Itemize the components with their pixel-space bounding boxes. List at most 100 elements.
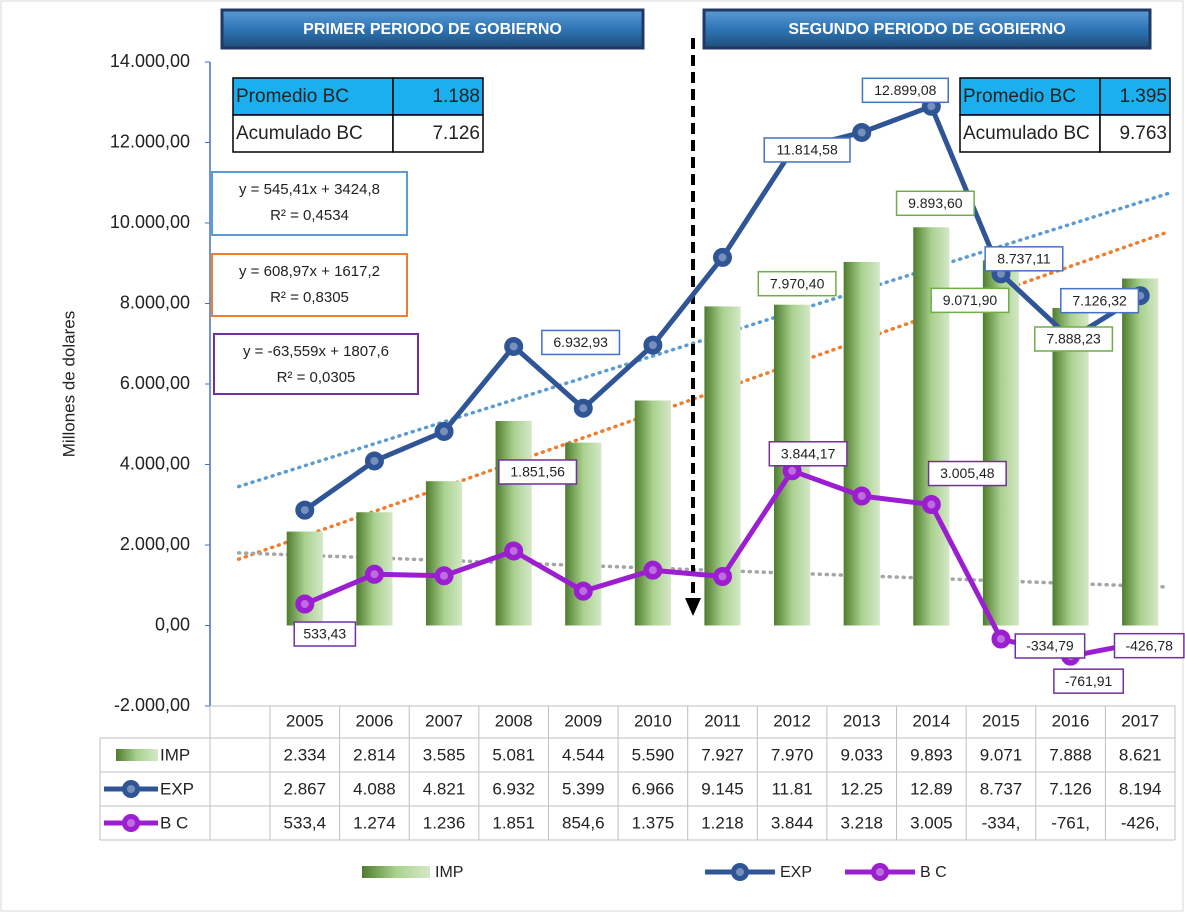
marker-core [509, 342, 518, 351]
marker [295, 594, 315, 614]
table-cell: 12.25 [840, 779, 883, 798]
marker [364, 564, 384, 584]
x-tick-label: 2008 [495, 711, 533, 730]
marker-core [648, 341, 657, 350]
data-label-box [768, 441, 848, 467]
data-label-box [1014, 633, 1086, 659]
marker-core [927, 500, 936, 509]
legend-icon [731, 863, 749, 881]
summary-cell [1099, 77, 1171, 116]
legend-label: IMP [435, 864, 463, 881]
x-tick-label: 2009 [564, 711, 602, 730]
y-tick-label: -2.000,00 [114, 695, 190, 715]
legend-icon [127, 785, 135, 793]
table-cell: 2.814 [353, 745, 396, 764]
summary-cell [392, 77, 484, 116]
bar [425, 481, 463, 626]
period-title: PRIMER PERIODO DE GOBIERNO [303, 21, 562, 38]
marker-core [857, 491, 866, 500]
summary-label: Promedio BC [963, 86, 1076, 107]
data-label-box [984, 246, 1064, 272]
x-tick-label: 2016 [1052, 711, 1090, 730]
data-label-box [757, 270, 837, 297]
table-cell: 1.236 [423, 813, 466, 832]
data-label: 3.005,48 [940, 465, 995, 481]
marker-core [996, 634, 1005, 643]
trendline [236, 191, 1170, 489]
legend-icon [876, 868, 884, 876]
data-label-box [541, 329, 621, 356]
data-label-box [895, 190, 975, 217]
summary-value: 1.188 [432, 86, 480, 107]
marker-core [300, 600, 309, 609]
bar [495, 420, 532, 626]
summary-label: Acumulado BC [963, 123, 1090, 144]
marker [852, 486, 872, 506]
marker [364, 451, 384, 471]
table-cell: 4.821 [423, 779, 466, 798]
marker [504, 336, 524, 356]
r-squared: R² = 0,4534 [270, 207, 349, 224]
table-series-name: IMP [160, 745, 190, 764]
equation: y = 608,97x + 1617,2 [239, 263, 380, 280]
x-tick-label: 2006 [356, 711, 394, 730]
trendline [236, 551, 1170, 589]
marker [713, 247, 732, 267]
divider-arrow-head [685, 598, 701, 616]
r-squared: R² = 0,8305 [270, 289, 349, 306]
table-cell: 9.145 [701, 779, 744, 798]
legend-icon [127, 819, 135, 827]
marker-core [648, 566, 657, 575]
legend-icon [871, 863, 889, 881]
marker-core [927, 102, 936, 111]
r-squared: R² = 0,0305 [277, 369, 356, 386]
y-tick-label: 14.000,00 [110, 51, 190, 71]
bar [913, 227, 950, 626]
summary-label: Promedio BC [236, 86, 349, 107]
marker [434, 421, 454, 441]
summary-cell [959, 77, 1101, 116]
data-label: -426,78 [1125, 637, 1173, 653]
data-label: 7.970,40 [770, 275, 825, 291]
data-label: 11.814,58 [776, 142, 837, 158]
marker [573, 398, 593, 418]
data-label-box [1034, 326, 1114, 352]
table-cell: 7.927 [701, 745, 744, 764]
summary-cell [232, 77, 394, 116]
marker-core [857, 128, 866, 137]
x-tick-label: 2007 [425, 711, 463, 730]
table-cell: 12.89 [910, 779, 953, 798]
table-cell: 4.088 [353, 779, 396, 798]
y-tick-label: 2.000,00 [120, 534, 190, 554]
marker [852, 122, 872, 142]
table-cell: 5.081 [492, 745, 535, 764]
table-cell: 1.274 [353, 813, 396, 832]
y-tick-label: 4.000,00 [120, 453, 190, 473]
table-cell: 5.590 [632, 745, 675, 764]
x-tick-label: 2012 [773, 711, 811, 730]
table-series-name: EXP [160, 779, 194, 798]
data-label: 7.888,23 [1046, 331, 1101, 347]
legend-icon [122, 814, 140, 832]
period-header [702, 8, 1152, 50]
legend-icon [736, 868, 744, 876]
data-label-box [861, 77, 949, 104]
bar [982, 260, 1020, 626]
data-label: 9.893,60 [908, 195, 963, 211]
equation: y = 545,41x + 3424,8 [239, 181, 380, 198]
equation-box [213, 333, 419, 395]
summary-cell [232, 114, 394, 153]
table-cell: 3.844 [771, 813, 814, 832]
table-cell: 3.585 [423, 745, 466, 764]
marker [573, 581, 593, 601]
y-tick-label: 6.000,00 [120, 373, 190, 393]
marker [434, 566, 454, 586]
x-tick-label: 2005 [286, 711, 324, 730]
table-cell: 7.888 [1049, 745, 1092, 764]
marker-core [440, 427, 449, 436]
data-label: 533,43 [303, 626, 346, 642]
marker-core [440, 571, 449, 580]
summary-cell [959, 114, 1101, 153]
data-label-box [498, 459, 578, 485]
table-cell: 1.375 [632, 813, 675, 832]
